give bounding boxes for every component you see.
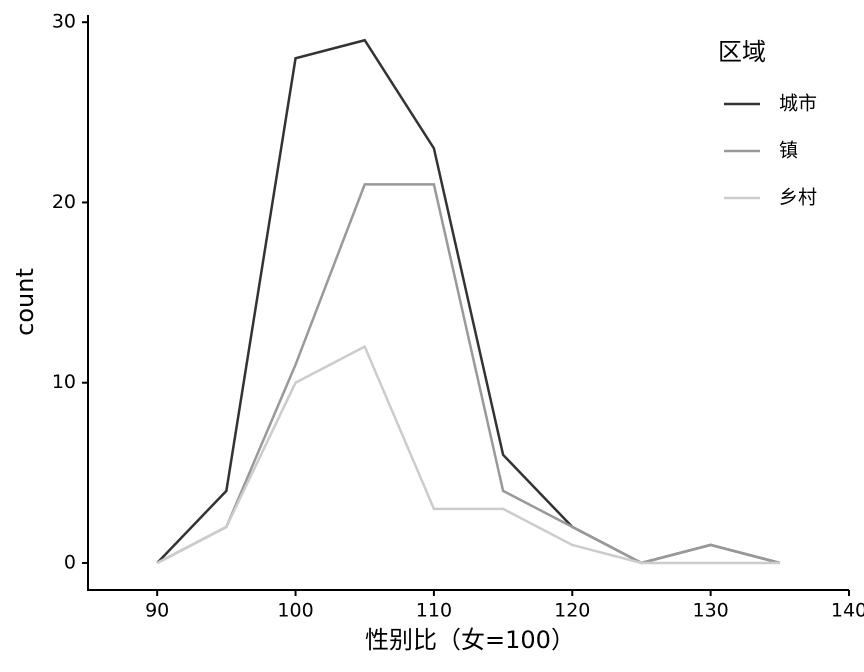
- series-line: [156, 183, 781, 565]
- y-tick-label: 0: [64, 551, 76, 573]
- x-tick-label: 130: [693, 600, 729, 622]
- x-axis-title: 性别比（女=100）: [365, 626, 575, 654]
- x-tick-label: 90: [145, 600, 169, 622]
- y-axis-title: count: [11, 268, 39, 336]
- legend-label: 镇: [779, 140, 798, 162]
- legend-label: 乡村: [779, 187, 817, 209]
- legend-label: 城市: [779, 93, 817, 115]
- y-tick-label: 30: [52, 11, 76, 33]
- x-tick-label: 100: [277, 600, 313, 622]
- y-tick-label: 10: [52, 371, 76, 393]
- x-tick-label: 120: [554, 600, 590, 622]
- series-line: [156, 38, 781, 565]
- x-tick-label: 110: [416, 600, 452, 622]
- series-line: [156, 344, 780, 565]
- x-tick-label: 140: [831, 600, 864, 622]
- y-tick-label: 20: [52, 191, 76, 213]
- legend-title: 区域: [718, 38, 766, 66]
